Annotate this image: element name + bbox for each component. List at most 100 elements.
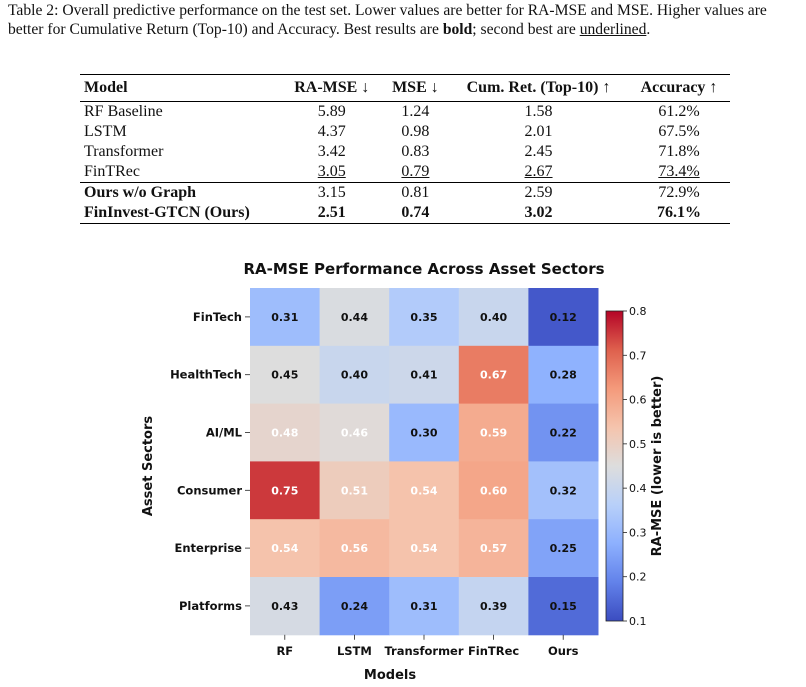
heatmap-cell-label: 0.54: [410, 542, 437, 555]
cell-ra-mse: 5.89: [317, 103, 346, 120]
heatmap-cell-label: 0.40: [480, 311, 507, 324]
caption-underlined-word: underlined: [579, 20, 647, 38]
heatmap-cell: [389, 403, 460, 462]
heatmap-cell: [458, 577, 529, 636]
heatmap-cell: [319, 345, 390, 405]
heatmap-cell-label: 0.51: [341, 484, 368, 497]
colorbar-tick-label: 0.2: [629, 571, 647, 584]
heatmap-cell-label: 0.75: [271, 484, 298, 497]
heatmap-cell: [528, 577, 599, 636]
heatmap-cell: [250, 461, 321, 520]
heatmap-cell-label: 0.57: [480, 542, 507, 555]
heatmap-cell-label: 0.24: [341, 600, 368, 613]
cell-accuracy: 71.8%: [658, 143, 700, 160]
cell-accuracy: 76.1%: [656, 204, 701, 221]
heatmap-cell-label: 0.15: [550, 600, 577, 613]
cell-cum-ret: 1.58: [524, 103, 553, 120]
header-ra-mse: RA-MSE ↓: [294, 79, 370, 96]
cell-cum-ret: 2.01: [524, 123, 553, 140]
x-tick-label: LSTM: [337, 644, 372, 658]
heatmap-cell: [389, 461, 460, 520]
heatmap-cell: [389, 345, 460, 405]
heatmap-cell-label: 0.40: [341, 369, 368, 382]
heatmap-cell-label: 0.60: [480, 484, 507, 497]
heatmap-cell: [458, 519, 529, 578]
cell-cum-ret: 2.45: [524, 143, 553, 160]
heatmap-cell-label: 0.35: [410, 311, 437, 324]
cell-ra-mse: 2.51: [317, 204, 346, 221]
cell-cum-ret: 3.02: [524, 204, 553, 221]
table-caption: Table 2: Overall predictive performance …: [8, 2, 800, 39]
heatmap-cell: [528, 288, 599, 347]
colorbar-tick-label: 0.1: [629, 615, 647, 628]
header-model: Model: [84, 79, 128, 96]
x-tick-labels: RF LSTM Transformer FinTRec Ours: [276, 634, 579, 658]
cell-model: LSTM: [84, 123, 127, 140]
cell-accuracy: 73.4%: [658, 163, 700, 180]
cell-model: FinTRec: [84, 163, 140, 180]
y-tick-label: HealthTech: [170, 368, 242, 382]
table-row: LSTM 4.37 0.98 2.01 67.5%: [80, 122, 730, 142]
cell-accuracy: 61.2%: [658, 103, 700, 120]
heatmap-cell-label: 0.44: [341, 311, 368, 324]
y-tick-label: Consumer: [177, 483, 242, 497]
cell-model: RF Baseline: [84, 103, 163, 120]
table-row: RF Baseline 5.89 1.24 1.58 61.2%: [80, 102, 730, 123]
heatmap-cell: [458, 345, 529, 405]
heatmap-cell-label: 0.67: [480, 369, 507, 382]
heatmap-cell: [319, 577, 390, 636]
heatmap-cell: [250, 288, 321, 347]
heatmap-cell: [250, 403, 321, 462]
heatmap-cell-label: 0.25: [550, 542, 577, 555]
heatmap-cell-label: 0.30: [410, 427, 437, 440]
chart-title: RA-MSE Performance Across Asset Sectors: [243, 260, 604, 278]
caption-text-3: .: [646, 20, 651, 38]
heatmap-cell-label: 0.32: [550, 484, 577, 497]
heatmap-cell: [389, 519, 460, 578]
caption-text-2: ; second best are: [472, 20, 580, 38]
cell-model: Transformer: [84, 143, 164, 160]
heatmap-cell-label: 0.31: [410, 600, 437, 613]
cell-mse: 0.98: [401, 123, 430, 140]
heatmap-cell: [319, 519, 390, 578]
y-tick-label: Enterprise: [174, 541, 242, 555]
heatmap-cell: [458, 461, 529, 520]
cell-cum-ret: 2.67: [524, 163, 553, 180]
y-tick-label: AI/ML: [206, 426, 243, 440]
y-tick-labels: FinTech HealthTech AI/ML Consumer Enterprise…: [170, 310, 250, 613]
heatmap-cell: [528, 345, 599, 405]
heatmap-cell-label: 0.31: [271, 311, 298, 324]
heatmap-cell: [389, 288, 460, 347]
header-accuracy: Accuracy ↑: [640, 79, 718, 96]
x-tick-label: FinTRec: [468, 644, 519, 658]
table-row: FinInvest-GTCN (Ours) 2.51 0.74 3.02 76.…: [80, 203, 730, 224]
caption-label: Table 2:: [8, 2, 59, 19]
cell-mse: 0.81: [401, 184, 430, 201]
colorbar-tick-label: 0.5: [629, 438, 647, 451]
heatmap-cell-label: 0.12: [550, 311, 577, 324]
cell-ra-mse: 3.15: [317, 184, 346, 201]
y-tick-label: Platforms: [179, 599, 242, 613]
y-tick-label: FinTech: [193, 310, 242, 324]
heatmap-cell-label: 0.39: [480, 600, 507, 613]
colorbar-tick-label: 0.3: [629, 526, 647, 539]
caption-text-1: Overall predictive performance on the te…: [8, 2, 767, 38]
heatmap-cell: [250, 577, 321, 636]
table-header-row: Model RA-MSE ↓ MSE ↓ Cum. Ret. (Top-10) …: [80, 74, 730, 102]
cell-model: FinInvest-GTCN (Ours): [84, 204, 250, 221]
cell-ra-mse: 3.42: [317, 143, 346, 160]
table-row: FinTRec 3.05 0.79 2.67 73.4%: [80, 162, 730, 183]
cell-mse: 0.83: [401, 143, 430, 160]
heatmap-cell: [250, 519, 321, 578]
heatmap-cell: [458, 403, 529, 462]
heatmap-cell-label: 0.41: [410, 369, 437, 382]
cell-accuracy: 72.9%: [658, 184, 700, 201]
cell-mse: 0.74: [401, 204, 430, 221]
heatmap-cell-label: 0.46: [341, 427, 368, 440]
cell-ra-mse: 4.37: [317, 123, 346, 140]
heatmap-cell-label: 0.54: [410, 484, 437, 497]
x-tick-label: RF: [276, 644, 293, 658]
heatmap-cell: [319, 461, 390, 520]
heatmap-cell-label: 0.59: [480, 427, 507, 440]
x-axis-label: Models: [364, 668, 416, 683]
